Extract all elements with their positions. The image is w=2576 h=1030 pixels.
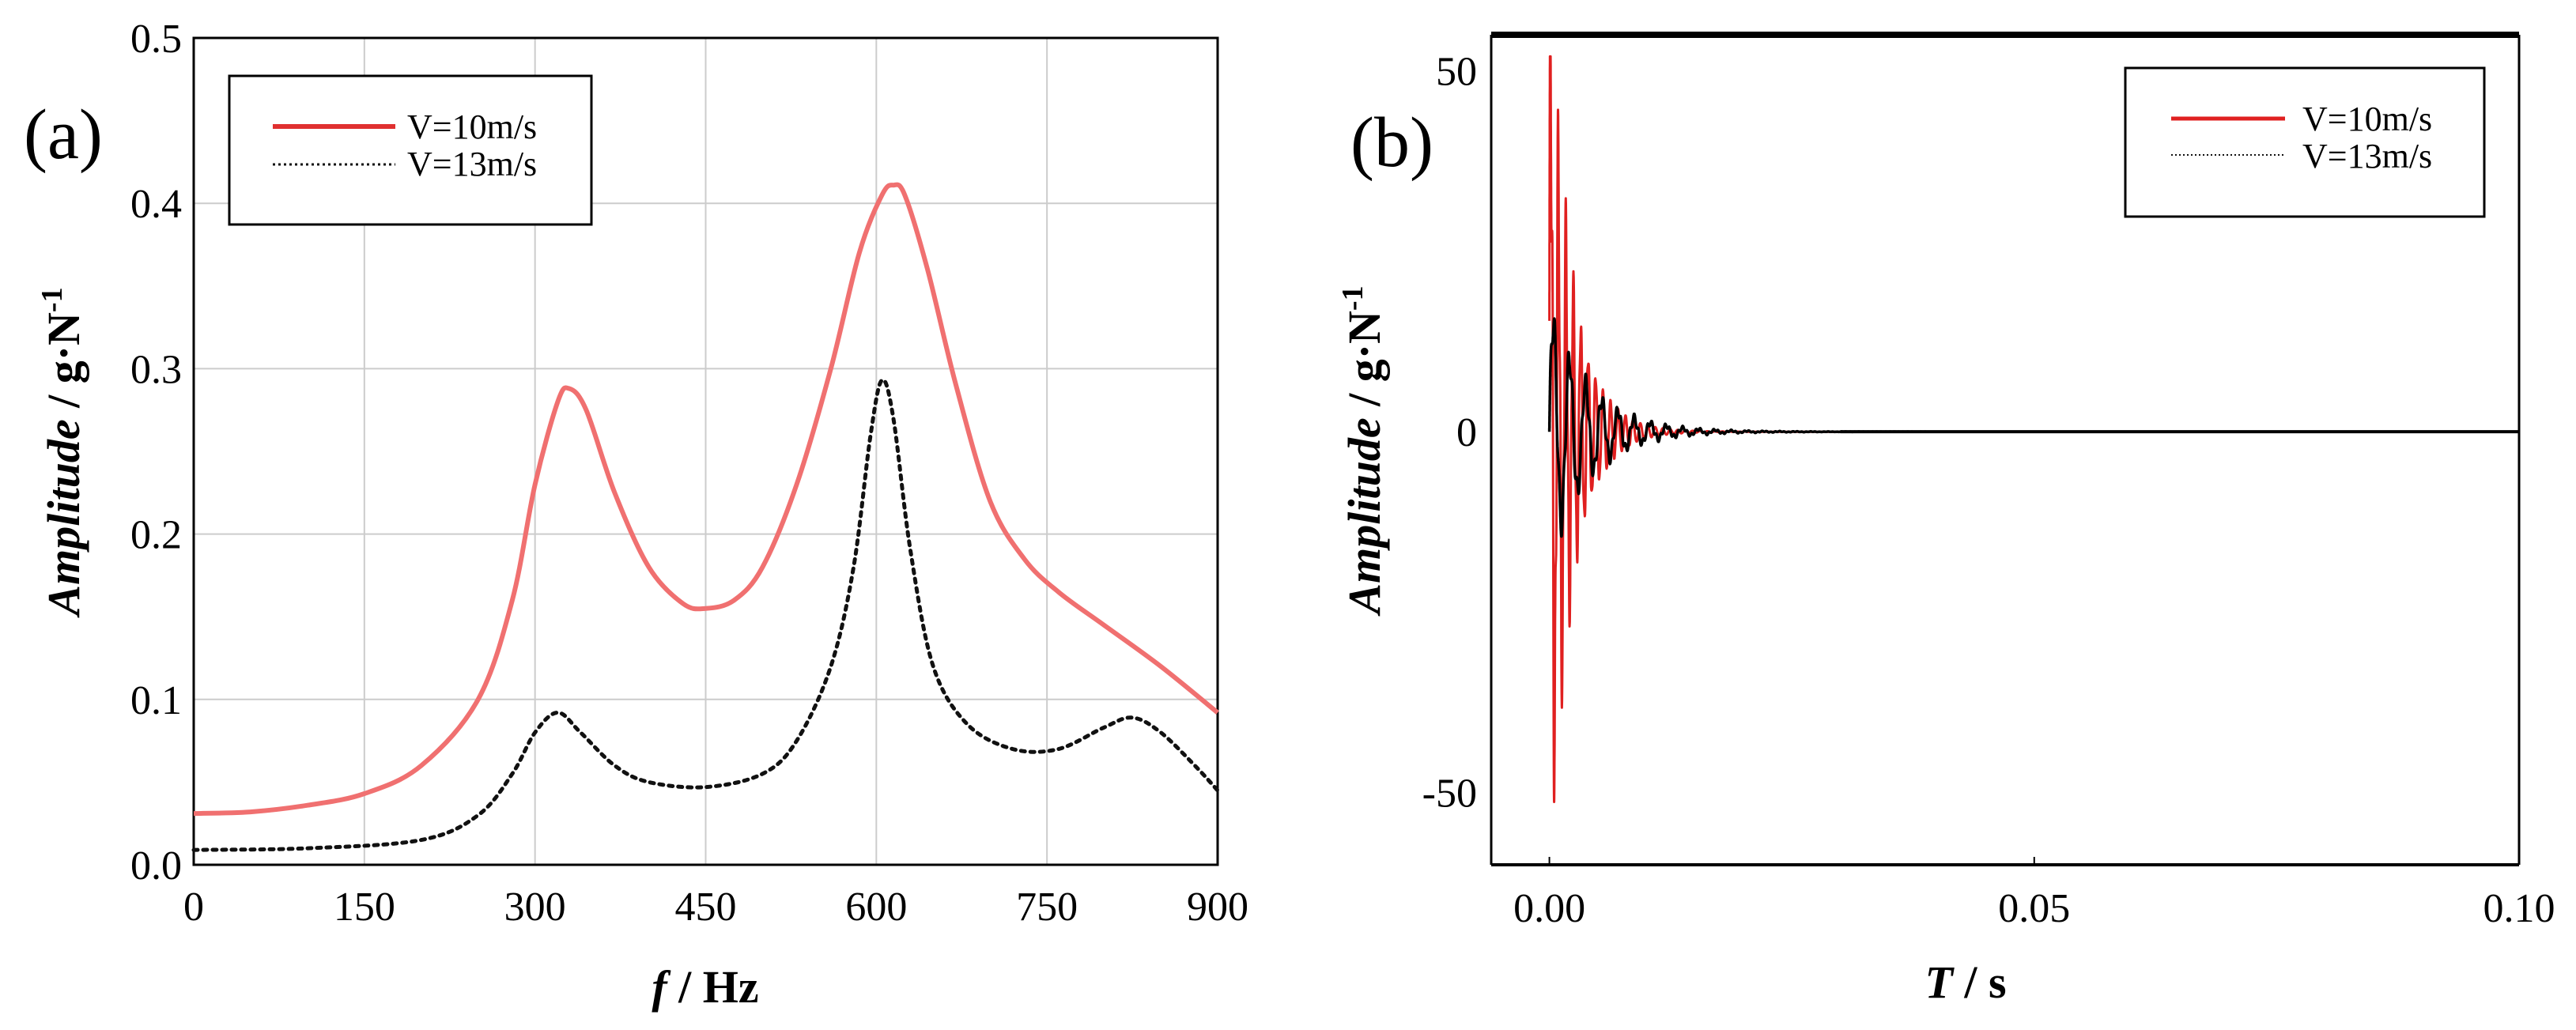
panel-a-label: (a)	[24, 96, 103, 174]
panel-a-ylabel: Amplitude / g·N-1	[36, 287, 89, 617]
panel-a-series	[191, 182, 1220, 852]
y-tick-label: 0.4	[130, 182, 182, 227]
y-tick-label: 0.2	[130, 513, 182, 558]
panel-a: 0 150 300 450 600 750 900 0.0 0.1 0.2 0.3 0.4 0.5 (…	[24, 17, 1248, 1013]
panel-b-series	[1547, 55, 2519, 803]
x-tick-label: 900	[1187, 885, 1248, 930]
panel-a-xlabel: f / Hz	[652, 961, 758, 1013]
legend-a-label-v13: V=13m/s	[407, 145, 537, 183]
y-tick-label: 0.1	[130, 678, 182, 723]
panel-a-frame	[192, 36, 1219, 866]
x-tick-label: 150	[334, 885, 395, 930]
panel-a-y-ticks: 0.0 0.1 0.2 0.3 0.4 0.5	[130, 17, 182, 889]
y-tick-label: 50	[1436, 50, 1477, 95]
panel-b-y-ticks: -50 0 50	[1422, 50, 1477, 817]
y-tick-label: 0	[1456, 410, 1477, 455]
x-tick-label: 450	[675, 885, 737, 930]
x-tick-label: 0	[183, 885, 204, 930]
panel-b-legend-box	[2124, 66, 2486, 218]
panel-a-x-ticks: 0 150 300 450 600 750 900	[183, 885, 1248, 930]
panel-b-legend: V=10m/s V=13m/s	[2124, 66, 2486, 218]
y-tick-label: -50	[1422, 772, 1477, 817]
legend-b-label-v13: V=13m/s	[2302, 137, 2432, 175]
panel-b-ylabel: Amplitude / g·N-1	[1336, 285, 1390, 616]
x-tick-label: 0.10	[2483, 886, 2555, 931]
panel-b-label: (b)	[1350, 104, 1433, 182]
series-line-v-13m-s	[191, 378, 1220, 852]
x-tick-label: 750	[1016, 885, 1078, 930]
legend-a-label-v10: V=10m/s	[407, 108, 537, 146]
panel-a-legend-box	[228, 74, 593, 226]
y-tick-label: 0.0	[130, 843, 182, 889]
y-tick-label: 0.5	[130, 17, 182, 62]
panel-a-legend: V=10m/s V=13m/s	[228, 74, 593, 226]
x-tick-label: 600	[845, 885, 907, 930]
legend-b-label-v10: V=10m/s	[2302, 100, 2432, 138]
panel-b-xlabel: T / s	[1924, 956, 2006, 1008]
y-tick-label: 0.3	[130, 347, 182, 392]
x-tick-label: 0.00	[1513, 886, 1585, 931]
series-line-v-10m-s	[193, 182, 1219, 817]
x-tick-label: 300	[504, 885, 566, 930]
x-tick-label: 0.05	[1998, 886, 2070, 931]
panel-b-x-ticks: 0.00 0.05 0.10	[1513, 857, 2555, 931]
